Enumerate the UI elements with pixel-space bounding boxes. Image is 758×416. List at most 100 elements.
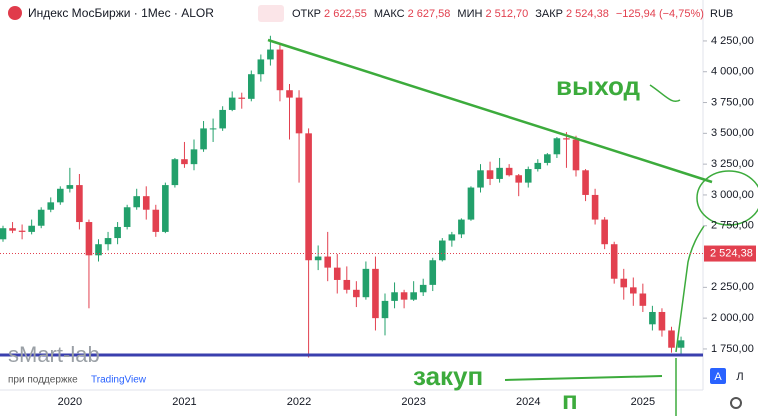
watermark: sMart-lab xyxy=(8,342,100,367)
x-tick-label: 2020 xyxy=(58,396,82,408)
currency: RUB xyxy=(710,8,733,20)
candle-body xyxy=(0,228,7,240)
y-tick-label: 2 000,00 xyxy=(711,312,754,324)
ohlc-header: ОТКР 2 622,55 МАКС 2 627,58 МИН 2 512,70 ЗАКР 2… xyxy=(292,8,704,20)
candle-body xyxy=(162,185,169,232)
y-tick-label: 2 750,00 xyxy=(711,220,754,232)
candle-body xyxy=(152,209,160,232)
watermark-brand: TradingView xyxy=(91,375,147,386)
candle-body xyxy=(133,196,140,208)
candle-body xyxy=(362,268,370,298)
candle-body xyxy=(553,138,561,155)
settings-icon[interactable] xyxy=(730,397,742,409)
candle-body xyxy=(85,222,93,256)
candle-body xyxy=(496,167,503,179)
candle-body xyxy=(353,289,360,298)
y-tick-label: 3 250,00 xyxy=(711,158,754,170)
candle-body xyxy=(257,59,265,75)
candle-body xyxy=(95,244,102,256)
hand-arrow xyxy=(675,225,705,353)
x-tick-label: 2022 xyxy=(287,396,311,408)
candle-body xyxy=(677,340,685,348)
auto-button-label: A xyxy=(714,371,722,383)
x-tick-label: 2021 xyxy=(172,396,196,408)
candle-body xyxy=(104,238,112,245)
candle-body xyxy=(228,97,236,110)
candle-body xyxy=(458,219,465,235)
ohlc-value: 2 622,55 xyxy=(324,8,367,20)
y-tick-label: 4 250,00 xyxy=(711,35,754,47)
annotation: закуп xyxy=(413,361,483,391)
candle-body xyxy=(391,292,398,301)
y-tick-label: 1 750,00 xyxy=(711,343,754,355)
candle-body xyxy=(439,240,446,261)
candle-body xyxy=(314,256,322,261)
candle-body xyxy=(486,170,494,179)
candle-body xyxy=(448,234,456,241)
auto-button[interactable] xyxy=(710,368,726,384)
candle-body xyxy=(505,167,513,176)
symbol-icon xyxy=(8,6,22,20)
candle-body xyxy=(524,169,532,183)
x-tick-label: 2025 xyxy=(631,396,655,408)
candle-body xyxy=(572,139,580,171)
log-button-label[interactable]: Л xyxy=(736,371,743,383)
drawings: выход закуп п xyxy=(0,38,758,416)
candle-body xyxy=(76,185,83,223)
annotation: выход xyxy=(556,71,641,101)
candle-body xyxy=(601,219,608,245)
candle-body xyxy=(591,194,599,220)
ohlc-value: 2 627,58 xyxy=(408,8,451,20)
ohlc-label: МАКС xyxy=(374,8,405,20)
candle-body xyxy=(582,170,589,195)
candle-body xyxy=(238,97,246,99)
candle-body xyxy=(419,284,427,293)
candle-body xyxy=(276,49,284,91)
candle-body xyxy=(18,230,26,232)
plot xyxy=(0,35,685,358)
annotation: п xyxy=(562,385,578,415)
hand-arrow xyxy=(504,375,663,381)
candle-body xyxy=(620,278,628,288)
candle-body xyxy=(515,175,522,183)
hand-mark xyxy=(649,84,681,102)
candle-body xyxy=(37,209,45,226)
candle-body xyxy=(630,287,637,294)
chart-title: Индекс МосБиржи · 1Мес · ALOR xyxy=(28,6,214,20)
candle-body xyxy=(57,188,64,203)
candle-body xyxy=(200,128,207,150)
candle-body xyxy=(324,256,331,268)
candle-body xyxy=(248,74,255,99)
y-tick-label: 3 000,00 xyxy=(711,189,754,201)
watermark-sub: при поддержке xyxy=(8,375,78,386)
candle-body xyxy=(267,49,274,60)
candle-body xyxy=(295,97,303,134)
compare-button[interactable] xyxy=(258,5,284,22)
last-price-tag xyxy=(704,245,756,262)
candle-body xyxy=(563,138,570,140)
candle-body xyxy=(190,149,198,165)
candle-body xyxy=(114,226,121,239)
candle-body xyxy=(381,300,389,319)
x-tick-label: 2024 xyxy=(516,396,540,408)
y-tick-label: 3 750,00 xyxy=(711,96,754,108)
candle-body xyxy=(639,293,647,306)
ohlc-label: МИН xyxy=(457,8,482,20)
candle-body xyxy=(219,109,226,129)
ohlc-label: ЗАКР xyxy=(535,8,563,20)
candle-body xyxy=(477,170,484,188)
y-tick-label: 2 250,00 xyxy=(711,281,754,293)
candle-body xyxy=(123,207,131,227)
ohlc-label: ОТКР xyxy=(292,8,321,20)
candle-body xyxy=(142,196,150,210)
trend-line xyxy=(267,38,713,184)
candle-body xyxy=(181,159,188,165)
candle-body xyxy=(610,244,618,279)
candle-body xyxy=(467,187,475,220)
y-tick-label: 3 500,00 xyxy=(711,127,754,139)
candle-body xyxy=(534,162,542,170)
candle-body xyxy=(544,154,551,163)
candle-body xyxy=(410,292,417,300)
candle-body xyxy=(171,159,179,186)
candle-body xyxy=(28,225,35,232)
